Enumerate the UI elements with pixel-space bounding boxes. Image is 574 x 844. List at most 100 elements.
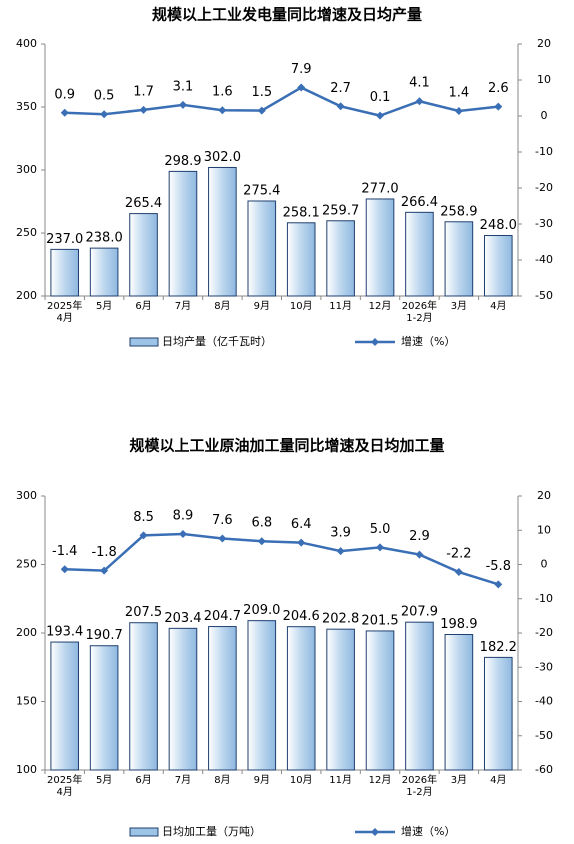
x-tick-label: 5月 [95, 775, 113, 786]
bar-value-label: 238.0 [86, 231, 123, 246]
x-tick-label: 2026年 1-2月 [401, 301, 438, 324]
line-marker [454, 106, 463, 115]
line-marker [336, 102, 345, 111]
bar [129, 622, 158, 771]
line-value-label: -1.8 [91, 545, 116, 560]
bar [326, 628, 355, 771]
legend-label: 日均产量（亿千瓦时） [162, 334, 272, 348]
x-tick-label: 5月 [95, 301, 113, 312]
bar-value-label: 193.4 [46, 625, 83, 640]
y2-tick-label: 10 [537, 73, 551, 86]
y2-tick-label: 10 [537, 523, 551, 536]
y2-tick-label: 20 [537, 489, 551, 502]
line-marker [415, 550, 424, 559]
bar [405, 621, 434, 771]
bar [247, 620, 277, 771]
line-value-label: 6.8 [251, 516, 272, 531]
bar-value-label: 204.6 [283, 609, 320, 624]
line-value-label: 1.4 [449, 85, 470, 100]
line-value-label: 6.4 [291, 517, 312, 532]
bar-value-label: 259.7 [322, 203, 359, 218]
y2-tick-label: -10 [535, 592, 553, 605]
line-marker [297, 83, 306, 92]
bar-value-label: 204.7 [204, 609, 241, 624]
bar [89, 645, 119, 771]
legend-label: 日均加工量（万吨） [162, 825, 261, 838]
line-value-label: 0.1 [370, 90, 391, 105]
bar [286, 222, 316, 297]
y-tick-label: 350 [16, 100, 37, 113]
line-marker [139, 531, 148, 540]
line-marker [336, 547, 345, 556]
legend-marker [371, 828, 379, 836]
x-tick-label: 8月 [214, 301, 231, 312]
chart-title: 规模以上工业原油加工量同比增速及日均加工量 [129, 437, 444, 455]
line-value-label: 8.5 [133, 510, 154, 525]
line-marker [257, 106, 266, 115]
line-value-label: 2.9 [409, 529, 430, 544]
y2-tick-label: -10 [535, 145, 553, 158]
bar [326, 220, 355, 297]
x-tick-label: 6月 [135, 775, 152, 786]
line-marker [178, 100, 187, 109]
y-tick-label: 300 [16, 163, 37, 176]
x-tick-label: 9月 [253, 301, 270, 312]
line-value-label: -5.8 [486, 559, 511, 574]
bar-value-label: 248.0 [480, 218, 517, 233]
bar [89, 247, 119, 297]
bar-value-label: 203.4 [164, 611, 201, 626]
line [64, 532, 499, 586]
bar-value-label: 190.7 [86, 628, 123, 643]
y-tick-label: 250 [16, 558, 37, 571]
line-marker [100, 110, 109, 119]
line-value-label: 0.9 [54, 87, 75, 102]
bar-value-label: 266.4 [401, 195, 438, 210]
line-marker [494, 580, 503, 589]
line-marker [454, 568, 463, 577]
line-marker [139, 105, 148, 114]
bar-value-label: 277.0 [361, 181, 398, 196]
bar [247, 200, 277, 297]
y-tick-label: 200 [16, 289, 37, 302]
legend-label: 增速（%） [401, 334, 455, 348]
line-marker [60, 565, 69, 574]
x-tick-label: 7月 [174, 775, 192, 786]
line-marker [376, 111, 385, 120]
y2-tick-label: -40 [535, 695, 553, 708]
line-value-label: 3.9 [330, 526, 351, 541]
bar [208, 166, 237, 297]
bar [365, 198, 395, 297]
x-tick-label: 12月 [368, 301, 392, 312]
bar [168, 170, 198, 297]
line-marker [178, 530, 187, 539]
bar-value-label: 198.9 [440, 617, 477, 632]
x-tick-label: 4月 [490, 301, 507, 312]
line-value-label: 3.1 [173, 79, 194, 94]
bar-value-label: 258.1 [283, 205, 320, 220]
y-tick-label: 300 [16, 489, 37, 502]
y2-tick-label: -50 [535, 729, 553, 742]
y-tick-label: 200 [16, 626, 37, 639]
y-tick-label: 100 [16, 763, 37, 776]
legend-label: 增速（%） [401, 824, 455, 838]
bar [483, 235, 513, 297]
y2-tick-label: -40 [535, 253, 553, 266]
bar [444, 221, 474, 297]
line-marker [376, 543, 385, 552]
y2-tick-label: -30 [535, 660, 553, 673]
x-tick-label: 2025年 4月 [46, 301, 83, 324]
line-marker [415, 97, 424, 106]
line-value-label: -1.4 [52, 544, 77, 559]
chart-title: 规模以上工业发电量同比增速及日均产量 [152, 6, 422, 24]
bar-value-label: 209.0 [243, 603, 280, 618]
line-marker [257, 537, 266, 546]
bar-value-label: 207.9 [401, 605, 438, 620]
bar-value-label: 302.0 [204, 150, 241, 165]
y-tick-label: 250 [16, 226, 37, 239]
x-tick-label: 2025年 4月 [46, 775, 83, 798]
x-tick-label: 4月 [490, 775, 507, 786]
line-value-label: 7.9 [291, 62, 312, 77]
legend-swatch [129, 337, 159, 347]
x-tick-label: 2026年 1-2月 [401, 775, 438, 798]
